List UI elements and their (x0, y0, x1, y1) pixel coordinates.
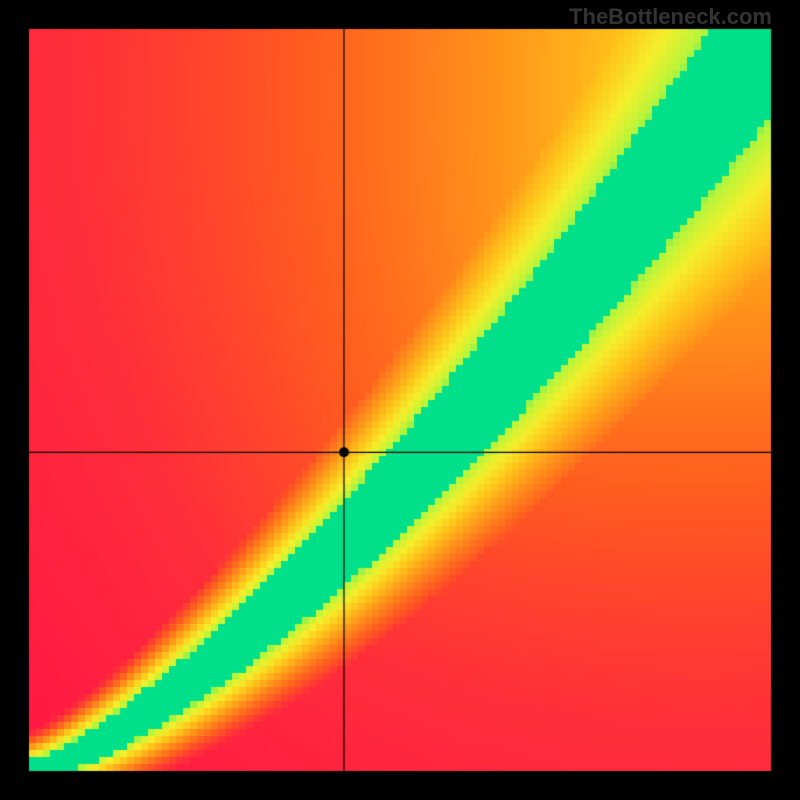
heatmap-canvas (0, 0, 800, 800)
chart-container: TheBottleneck.com (0, 0, 800, 800)
watermark-label: TheBottleneck.com (569, 4, 772, 30)
